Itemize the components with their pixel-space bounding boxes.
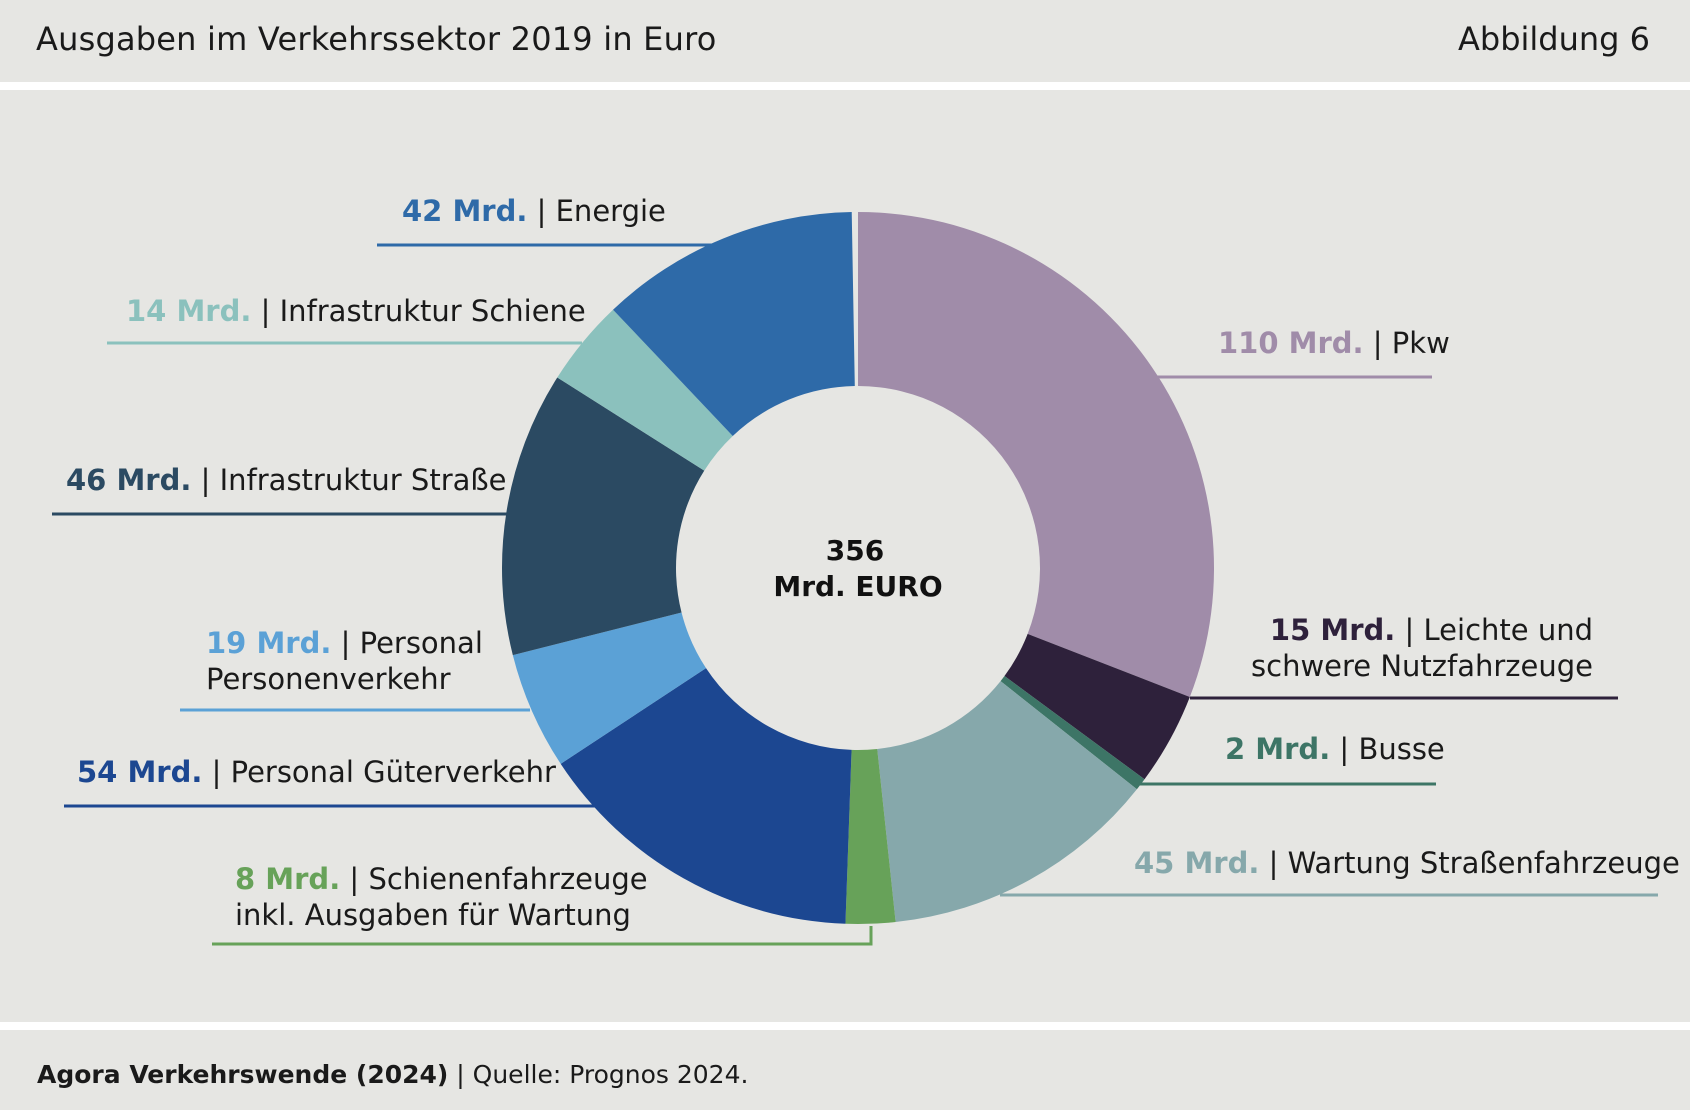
slice-value-label: 2 Mrd.	[1225, 732, 1330, 766]
slice-label: 2 Mrd. | Busse	[1225, 732, 1445, 766]
slice-label-separator: |	[1395, 613, 1423, 647]
figure-number: Abbildung 6	[1457, 20, 1650, 58]
slice-label-separator: |	[202, 755, 230, 789]
slice-value-label: 19 Mrd.	[206, 626, 331, 660]
slice-category-label-line: schwere Nutzfahrzeuge	[1251, 649, 1593, 683]
source-author: Agora Verkehrswende (2024)	[37, 1060, 449, 1089]
slice-label: 14 Mrd. | Infrastruktur Schiene	[126, 294, 586, 328]
slice-label-separator: |	[191, 463, 219, 497]
slice-value-label: 46 Mrd.	[66, 463, 191, 497]
slice-label-separator: |	[331, 626, 359, 660]
slice-category-label: Infrastruktur Schiene	[280, 294, 586, 328]
slice-label: 54 Mrd. | Personal Güterverkehr	[77, 755, 556, 789]
slice-label: 8 Mrd. | Schienenfahrzeuge inkl. Ausgaben…	[235, 862, 648, 932]
slice-value-label: 42 Mrd.	[402, 194, 527, 228]
slice-label: 15 Mrd. | Leichte und schwere Nutzfahrzeu…	[1251, 613, 1593, 683]
donut-slice	[501, 377, 705, 656]
figure-header: Ausgaben im Verkehrssektor 2019 in Euro …	[0, 0, 1690, 82]
leader-lines	[52, 243, 1658, 946]
slice-category-label: Energie	[556, 194, 666, 228]
slice-value-label: 8 Mrd.	[235, 862, 340, 896]
header-divider	[0, 82, 1690, 90]
slice-category-label: Infrastruktur Straße	[220, 463, 507, 497]
donut-slice	[1004, 633, 1190, 780]
slice-category-label: Personal Güterverkehr	[231, 755, 556, 789]
donut-slice	[613, 212, 855, 436]
slice-label: 45 Mrd. | Wartung Straßenfahrzeuge	[1134, 846, 1680, 880]
slice-label-separator: |	[1330, 732, 1358, 766]
slice-label: 46 Mrd. | Infrastruktur Straße	[66, 463, 507, 497]
slice-category-label: Schienenfahrzeuge	[368, 862, 647, 896]
slice-label-separator: |	[1259, 846, 1287, 880]
slice-category-label: Busse	[1358, 732, 1444, 766]
leader-line	[212, 926, 873, 946]
donut-slice	[877, 681, 1137, 923]
donut-slice	[1000, 676, 1145, 790]
center-total-unit: Mrd. EURO	[773, 570, 942, 603]
slice-value-label: 45 Mrd.	[1134, 846, 1259, 880]
slice-label: 42 Mrd. | Energie	[402, 194, 666, 228]
slice-label: 19 Mrd. | Personal Personenverkehr	[206, 626, 483, 696]
slice-value-label: 110 Mrd.	[1218, 326, 1364, 360]
slice-value-label: 54 Mrd.	[77, 755, 202, 789]
slice-category-label-line: Personenverkehr	[206, 662, 451, 696]
slice-label-separator: |	[251, 294, 279, 328]
figure-title: Ausgaben im Verkehrssektor 2019 in Euro	[36, 20, 717, 58]
slice-label-separator: |	[1364, 326, 1392, 360]
slice-category-label: Personal	[360, 626, 483, 660]
source-note: Agora Verkehrswende (2024) | Quelle: Pro…	[37, 1060, 748, 1089]
slice-label-separator: |	[340, 862, 368, 896]
slice-value-label: 14 Mrd.	[126, 294, 251, 328]
slice-category-label: Pkw	[1392, 326, 1450, 360]
donut-center: 356 Mrd. EURO	[773, 534, 942, 603]
slice-labels: 110 Mrd. | Pkw 15 Mrd. | Leichte und schwe…	[66, 194, 1680, 932]
donut-slice	[512, 612, 707, 764]
slice-value-label: 15 Mrd.	[1270, 613, 1395, 647]
footer-divider	[0, 1022, 1690, 1030]
donut-slice	[560, 668, 852, 924]
donut-slice	[845, 748, 896, 925]
slice-label: 110 Mrd. | Pkw	[1218, 326, 1450, 360]
slice-label-separator: |	[527, 194, 555, 228]
donut-slice	[557, 309, 733, 471]
donut-slice	[858, 212, 1215, 697]
source-reference: | Quelle: Prognos 2024.	[448, 1060, 749, 1089]
slice-category-label-line: inkl. Ausgaben für Wartung	[235, 898, 631, 932]
donut-slices	[501, 212, 1215, 925]
center-total-value: 356	[826, 534, 884, 567]
slice-category-label: Wartung Straßenfahrzeuge	[1288, 846, 1680, 880]
slice-category-label: Leichte und	[1424, 613, 1593, 647]
